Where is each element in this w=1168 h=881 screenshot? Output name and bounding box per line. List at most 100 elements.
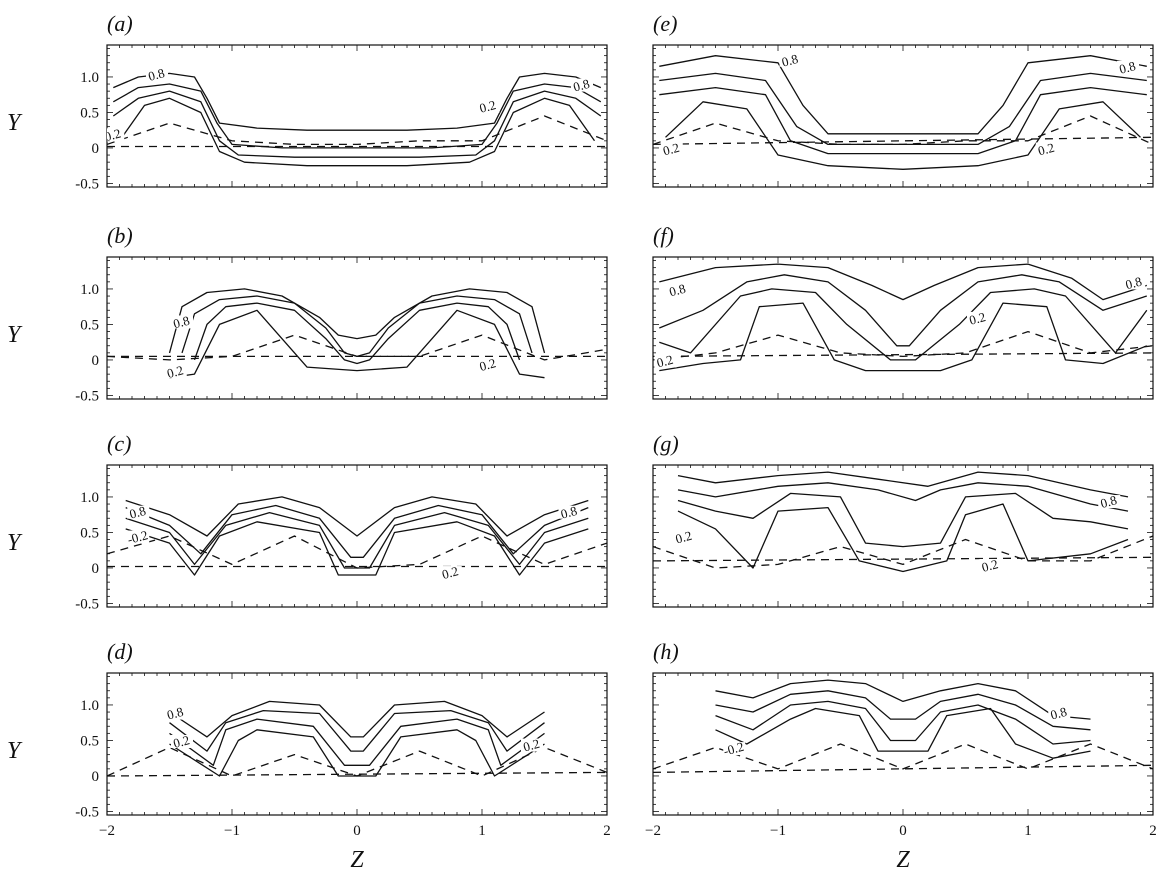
contour-label-bg	[654, 354, 677, 368]
contour-line	[677, 482, 1129, 512]
panel-label: (e)	[653, 11, 677, 36]
contour-label-bg	[558, 505, 581, 519]
contour-label-bg	[967, 311, 989, 325]
contour-label: 0.2	[165, 362, 185, 381]
panel-d: 1.0 0.5 0 -0.5−2 −1 0 1 2 (d) Y Z 0.8 0.2 0.2	[7, 639, 611, 873]
contour-label-bg	[723, 742, 746, 756]
y-tick-label: 0.5	[80, 105, 99, 121]
contour-line	[113, 72, 602, 131]
contour-line	[169, 709, 545, 752]
y-tick-label: 0.5	[80, 525, 99, 541]
contour-label-bg	[1048, 706, 1071, 720]
contour-label-bg	[1035, 142, 1058, 156]
contour-label-bg	[164, 706, 187, 720]
contour-label-bg	[171, 315, 193, 329]
contour-label: -0.2	[126, 527, 150, 547]
contour-label: 0.8	[1099, 492, 1119, 511]
dashed-line	[107, 535, 607, 569]
contour-label-bg	[660, 142, 683, 156]
contour-label: 0.2	[968, 309, 988, 328]
y-axis-title: Y	[7, 322, 23, 348]
contour-label-bg	[477, 358, 500, 372]
y-tick-label: -0.5	[75, 804, 99, 820]
contour-label-bg	[127, 530, 150, 544]
x-axis-title: Z	[896, 847, 910, 873]
contour-line	[118, 97, 596, 167]
panel-label: (h)	[653, 639, 679, 664]
y-tick-label: 0	[92, 141, 100, 157]
panel-label: (c)	[107, 431, 131, 456]
dashed-line	[653, 115, 1153, 146]
contour-line	[169, 700, 545, 738]
contour-line	[715, 700, 1091, 745]
panel-label: (b)	[107, 223, 133, 248]
contour-label-bg	[127, 505, 150, 519]
contour-label: 0.2	[522, 736, 542, 755]
panel-g: (g) 0.8 0.2 0.2	[652, 431, 1154, 608]
dashed-line	[653, 136, 1153, 146]
y-tick-label: 0.5	[80, 733, 99, 749]
x-tick-label: 0	[899, 823, 907, 839]
dashed-line	[653, 330, 1153, 361]
panel-plot-area: 0.8 0.2 0.2	[653, 471, 1153, 575]
x-tick-label: 2	[1149, 823, 1157, 839]
contour-label: 0.2	[1036, 140, 1056, 159]
contour-line	[677, 503, 1129, 573]
contour-label: 0.8	[559, 503, 579, 522]
contour-label-bg	[571, 78, 593, 92]
panel-label: (a)	[107, 11, 133, 36]
y-tick-label: 1.0	[80, 282, 99, 298]
contour-line	[112, 90, 602, 158]
contour-line	[677, 492, 1129, 548]
y-tick-label: 0.5	[80, 317, 99, 333]
panel-plot-area: 0.8 0.8 -0.2 0.2	[107, 496, 607, 582]
panel-plot-area: 0.8 0.2 0.2	[107, 700, 607, 777]
contour-label: 0.8	[572, 76, 592, 95]
dashed-line	[107, 746, 607, 777]
x-tick-label: 0	[353, 823, 361, 839]
contour-label: 0.2	[674, 528, 694, 547]
contour-label-bg	[1123, 276, 1146, 290]
contour-label: 0.8	[147, 65, 167, 84]
contour-label: 0.2	[980, 556, 1000, 575]
contour-label-bg	[1117, 60, 1139, 74]
x-tick-label: 2	[603, 823, 611, 839]
panel-plot-area: 0.8 0.2 0.2	[107, 288, 607, 381]
contour-line	[659, 55, 1147, 135]
contour-line	[125, 496, 589, 537]
panel-plot-area: 0.8 -0.2	[653, 679, 1153, 774]
contour-label: 0.2	[478, 97, 498, 116]
contour-label: 0.8	[165, 704, 185, 723]
contour-label: -0.2	[722, 739, 746, 759]
contour-label: 0.8	[128, 503, 148, 522]
panel-plot-area: 0.8 0.8 0.2 0.2	[653, 51, 1153, 170]
contour-label-bg	[779, 53, 802, 67]
x-tick-label: 1	[1024, 823, 1032, 839]
contour-line	[659, 263, 1148, 301]
panel-plot-area: 0.8 0.8 0.2 0.2	[103, 65, 607, 167]
x-tick-label: 1	[478, 823, 486, 839]
contour-label-bg	[439, 566, 462, 580]
x-tick-label: −2	[99, 823, 115, 839]
panel-label: (g)	[653, 431, 679, 456]
contour-label-bg	[1098, 495, 1121, 509]
contour-label-bg	[171, 735, 193, 748]
panel-label: (d)	[107, 639, 133, 664]
contour-label: 0.8	[780, 51, 800, 70]
contour-label: 0.2	[172, 732, 192, 751]
panel-c: 1.0 0.5 0 -0.5 (c) Y 0.8 0.8 -0.2 0.2	[7, 431, 608, 612]
contour-line	[193, 302, 521, 365]
panel-e: (e) 0.8 0.8 0.2 0.2	[652, 11, 1154, 188]
panel-frame	[652, 256, 1154, 400]
contour-label: 0.2	[478, 355, 498, 374]
contour-label-bg	[146, 67, 168, 81]
y-tick-label: 1.0	[80, 698, 99, 714]
contour-label-bg	[107, 128, 125, 142]
contour-label-bg	[521, 738, 543, 752]
contour-line	[659, 302, 1148, 372]
contour-line	[659, 86, 1147, 155]
contour-line	[659, 274, 1148, 347]
contour-label: 0.2	[103, 126, 123, 145]
dashed-line	[653, 535, 1153, 569]
contour-line	[715, 690, 1091, 731]
